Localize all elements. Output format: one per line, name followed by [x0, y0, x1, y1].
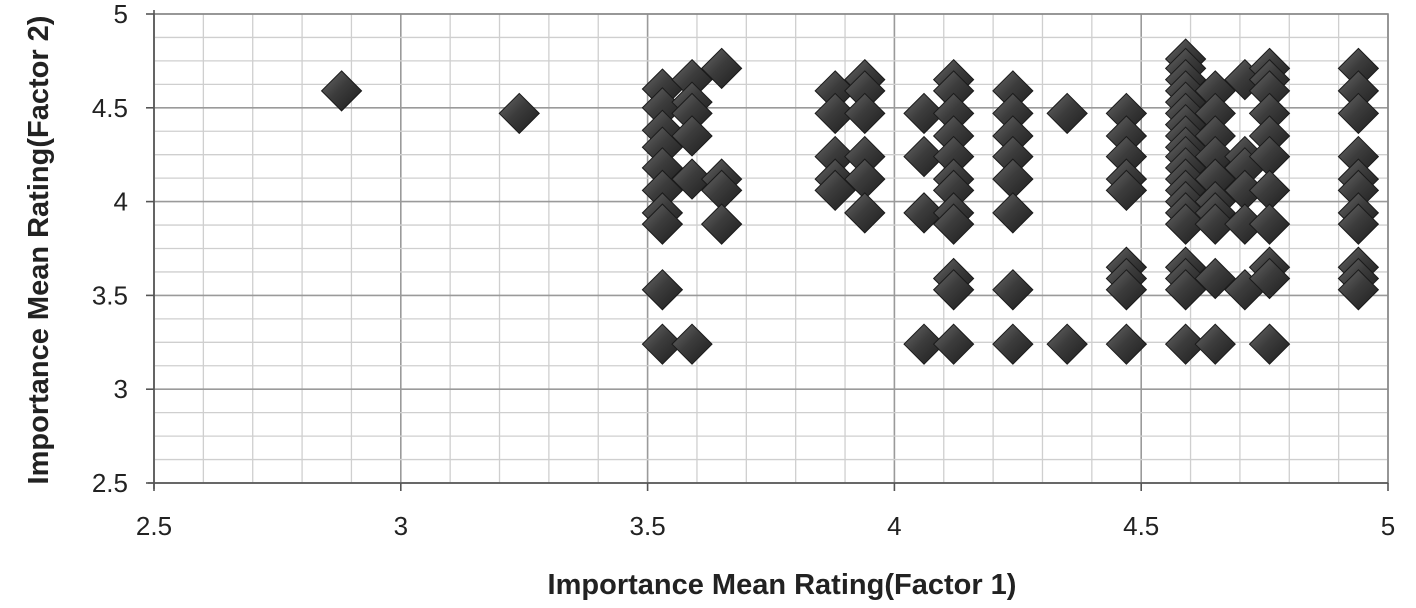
data-point [320, 70, 363, 112]
data-point [1194, 257, 1236, 300]
y-tick-label: 4 [114, 187, 128, 217]
data-point [1194, 203, 1236, 245]
data-point [1248, 257, 1291, 300]
data-point [903, 192, 945, 234]
data-point [641, 323, 684, 365]
y-tick-label: 5 [114, 0, 128, 29]
data-point [1164, 269, 1207, 311]
x-tick-label: 3 [394, 511, 408, 541]
x-tick-label: 3.5 [630, 511, 666, 541]
data-point [1105, 269, 1148, 311]
data-point [1105, 169, 1148, 212]
data-point [1046, 323, 1088, 365]
data-point [1194, 323, 1236, 365]
data-point [992, 323, 1034, 365]
data-point [903, 135, 945, 178]
data-point [932, 269, 975, 311]
data-point [903, 92, 945, 135]
x-axis-title: Importance Mean Rating(Factor 1) [548, 569, 1017, 601]
data-point [1337, 203, 1380, 245]
data-point [903, 323, 945, 365]
x-tick-label: 4.5 [1123, 511, 1159, 541]
data-point [1105, 323, 1148, 365]
data-points [320, 38, 1380, 365]
data-point [641, 269, 684, 311]
data-point [1337, 92, 1380, 135]
plot-frame [148, 10, 1389, 489]
y-tick-label: 2.5 [92, 468, 128, 498]
y-axis-title: Importance Mean Rating(Factor 2) [23, 16, 55, 485]
y-axis-ticks: 2.5 3 3.5 4 4.5 5 [92, 0, 154, 498]
y-tick-label: 3.5 [92, 280, 128, 310]
data-point [814, 92, 856, 135]
data-point [844, 92, 886, 135]
data-point [1164, 323, 1207, 365]
x-axis-ticks: 2.5 3 3.5 4 4.5 5 [136, 483, 1395, 541]
data-point [700, 203, 743, 245]
data-point [1164, 203, 1207, 245]
data-point [932, 203, 975, 245]
data-point [1337, 269, 1380, 311]
data-point [671, 158, 713, 200]
data-point [1248, 323, 1291, 365]
y-tick-label: 4.5 [92, 93, 128, 123]
data-point [814, 169, 856, 212]
data-point [1046, 92, 1088, 135]
data-point [498, 92, 540, 135]
x-tick-label: 4 [887, 511, 901, 541]
data-point [1248, 203, 1291, 245]
data-point [932, 323, 975, 365]
data-point [992, 192, 1034, 234]
data-point [844, 192, 886, 234]
data-point [641, 203, 684, 245]
data-point [700, 47, 743, 90]
data-point [992, 269, 1034, 311]
x-tick-label: 2.5 [136, 511, 172, 541]
x-tick-label: 5 [1381, 511, 1395, 541]
data-point [671, 323, 713, 365]
y-tick-label: 3 [114, 374, 128, 404]
data-point [671, 115, 713, 157]
